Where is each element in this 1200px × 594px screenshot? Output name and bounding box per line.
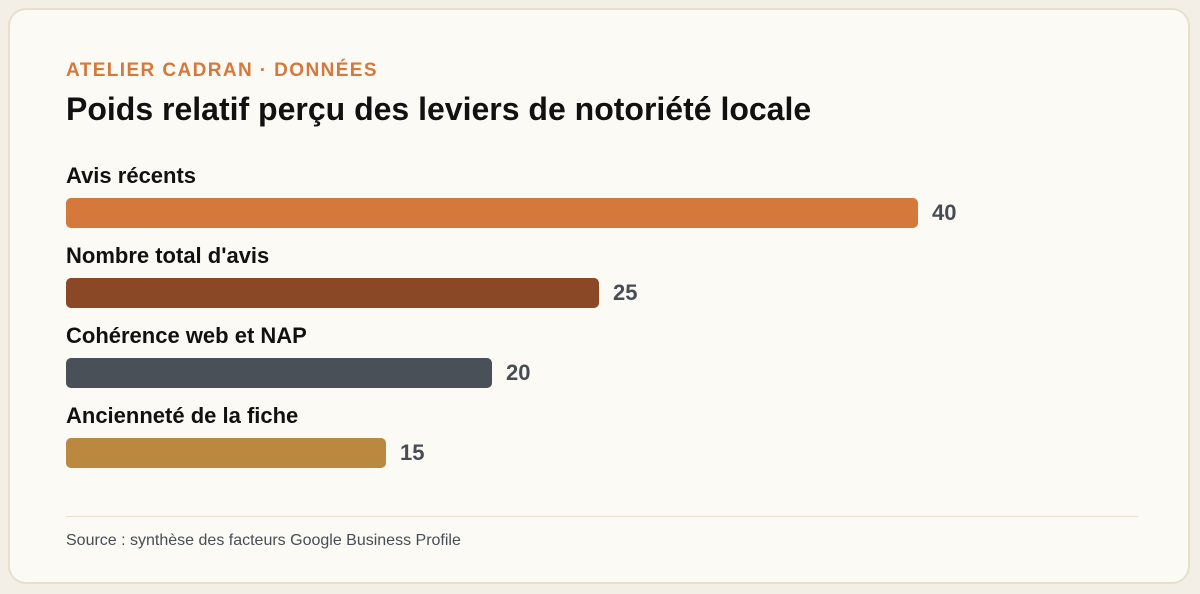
value-label: 40 [932, 200, 957, 225]
value-label: 15 [400, 440, 425, 465]
bar-row: Cohérence web et NAP 20 [66, 320, 1066, 400]
bar-row: Nombre total d'avis 25 [66, 240, 1066, 320]
bar-chart: Avis récents 40 Nombre total d'avis 25 Cohér… [66, 160, 1066, 490]
value-label: 25 [613, 280, 638, 305]
bar [66, 198, 918, 228]
bar [66, 438, 386, 468]
bar-row: Avis récents 40 [66, 160, 1066, 240]
category-label: Nombre total d'avis [66, 243, 270, 268]
bar [66, 278, 599, 308]
category-label: Cohérence web et NAP [66, 323, 307, 348]
bar-row: Ancienneté de la fiche 15 [66, 400, 1066, 480]
chart-title: Poids relatif perçu des leviers de notor… [66, 91, 812, 127]
category-label: Ancienneté de la fiche [66, 403, 299, 428]
chart-card: ATELIER CADRAN · DONNÉES Poids relatif p… [8, 8, 1190, 584]
footer-divider [66, 516, 1138, 517]
category-label: Avis récents [66, 163, 197, 188]
source-note: Source : synthèse des facteurs Google Bu… [66, 532, 461, 549]
bar [66, 358, 492, 388]
value-label: 20 [506, 360, 531, 385]
eyebrow-label: ATELIER CADRAN · DONNÉES [66, 60, 378, 81]
